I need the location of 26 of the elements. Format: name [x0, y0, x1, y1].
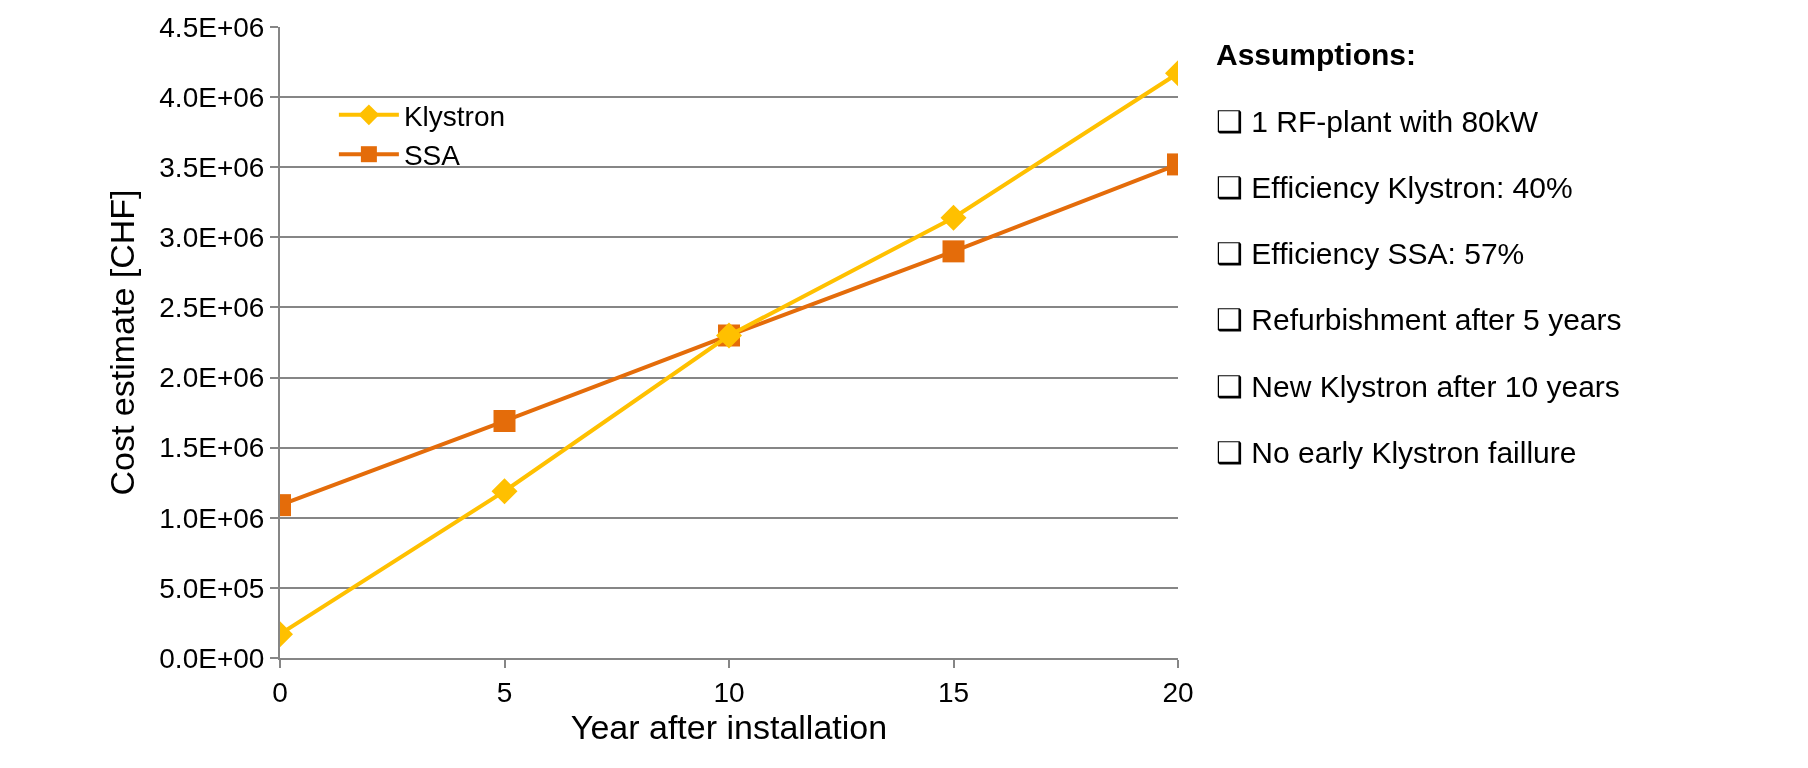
- x-tick-label: 10: [713, 676, 745, 708]
- y-tick-label: 4.5E+06: [159, 11, 265, 43]
- y-tick-label: 0.0E+00: [159, 642, 265, 674]
- x-tick-label: 15: [937, 676, 970, 708]
- y-axis-title: Cost estimate [CHF]: [103, 189, 142, 496]
- text: Assumptions:: [1216, 38, 1417, 71]
- x-axis-title: Year after installation: [570, 707, 888, 746]
- x-tick-label: 20: [1162, 676, 1194, 708]
- y-tick-label: 3.5E+06: [159, 152, 265, 184]
- text: ❑ Refurbishment after 5 years: [1216, 303, 1622, 336]
- y-tick-label: 2.0E+06: [159, 362, 265, 394]
- text: ❑ New Klystron after 10 years: [1216, 370, 1620, 403]
- y-tick-label: 1.5E+06: [159, 432, 265, 464]
- y-tick-label: 4.0E+06: [159, 81, 265, 113]
- y-tick-label: 3.0E+06: [159, 222, 265, 254]
- text: ❑ Efficiency SSA: 57%: [1216, 237, 1525, 270]
- y-tick-label: 2.5E+06: [159, 292, 265, 324]
- text: ❑ 1 RF-plant with 80kW: [1216, 105, 1539, 138]
- legend-label: Klystron: [403, 100, 506, 132]
- text: ❑ Efficiency Klystron: 40%: [1216, 171, 1573, 204]
- x-tick-label: 5: [496, 676, 513, 708]
- y-tick-label: 1.0E+06: [159, 502, 265, 534]
- y-tick-label: 5.0E+05: [159, 572, 265, 604]
- legend-label: SSA: [403, 140, 461, 172]
- x-tick-label: 0: [272, 676, 288, 708]
- text: ❑ No early Klystron faillure: [1216, 436, 1577, 469]
